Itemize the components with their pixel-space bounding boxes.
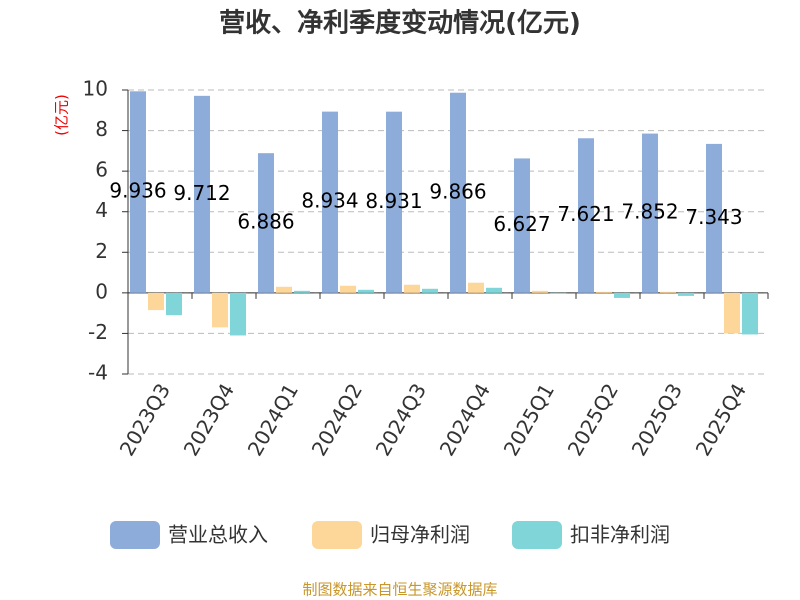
bar bbox=[532, 290, 548, 293]
data-label: 8.934 bbox=[301, 189, 358, 213]
bar bbox=[550, 292, 566, 294]
bar bbox=[678, 292, 694, 296]
y-tick-label: 6 bbox=[95, 158, 108, 182]
bar bbox=[422, 288, 438, 293]
y-tick-label: 2 bbox=[95, 239, 108, 263]
bar bbox=[166, 292, 182, 316]
y-tick-label: 4 bbox=[95, 198, 108, 222]
x-tick-label: 2024Q1 bbox=[243, 379, 303, 460]
y-axis-label: (亿元) bbox=[53, 94, 71, 136]
y-tick-label: -4 bbox=[88, 361, 108, 385]
bar bbox=[706, 143, 722, 293]
bar bbox=[404, 284, 420, 293]
bar bbox=[642, 133, 658, 293]
bar bbox=[130, 91, 146, 293]
bar bbox=[660, 291, 676, 293]
y-tick-label: -2 bbox=[88, 320, 108, 344]
legend-swatch bbox=[312, 521, 362, 549]
bar bbox=[276, 286, 292, 293]
bar bbox=[486, 287, 502, 293]
bar bbox=[596, 291, 612, 293]
x-tick-label: 2025Q4 bbox=[691, 379, 751, 460]
data-label: 6.886 bbox=[237, 210, 294, 234]
bar bbox=[258, 153, 274, 293]
bar bbox=[358, 289, 374, 293]
bar bbox=[450, 92, 466, 293]
x-tick-label: 2023Q3 bbox=[115, 379, 175, 460]
bar bbox=[212, 292, 228, 328]
bar bbox=[230, 292, 246, 336]
chart-title: 营收、净利季度变动情况(亿元) bbox=[219, 8, 581, 39]
data-label: 8.931 bbox=[365, 189, 422, 213]
bar bbox=[148, 292, 164, 311]
bar bbox=[514, 158, 530, 293]
bar bbox=[578, 138, 594, 293]
bar bbox=[294, 290, 310, 293]
bar bbox=[468, 282, 484, 293]
x-tick-label: 2025Q3 bbox=[627, 379, 687, 460]
y-tick-label: 0 bbox=[95, 279, 108, 303]
legend-swatch bbox=[512, 521, 562, 549]
data-label: 6.627 bbox=[493, 212, 550, 236]
y-tick-label: 10 bbox=[83, 77, 108, 101]
legend-label: 扣非净利润 bbox=[570, 523, 670, 547]
source-note: 制图数据来自恒生聚源数据库 bbox=[302, 581, 497, 599]
legend-label: 归母净利润 bbox=[370, 523, 470, 547]
bar bbox=[742, 292, 758, 335]
x-tick-label: 2023Q4 bbox=[179, 379, 239, 460]
bar bbox=[724, 292, 740, 334]
bar bbox=[340, 285, 356, 293]
x-tick-label: 2024Q2 bbox=[307, 379, 367, 460]
legend-swatch bbox=[110, 521, 160, 549]
data-label: 7.621 bbox=[557, 202, 614, 226]
data-label: 9.866 bbox=[429, 179, 486, 203]
bar bbox=[386, 111, 402, 293]
data-label: 7.852 bbox=[621, 200, 678, 224]
bar bbox=[322, 111, 338, 293]
x-tick-label: 2024Q3 bbox=[371, 379, 431, 460]
bar bbox=[614, 292, 630, 298]
data-label: 7.343 bbox=[685, 205, 742, 229]
x-tick-label: 2024Q4 bbox=[435, 379, 495, 460]
bar bbox=[194, 95, 210, 293]
legend-label: 营业总收入 bbox=[168, 523, 268, 547]
x-tick-label: 2025Q2 bbox=[563, 379, 623, 460]
data-label: 9.936 bbox=[109, 179, 166, 203]
x-tick-label: 2025Q1 bbox=[499, 379, 559, 460]
data-label: 9.712 bbox=[173, 181, 230, 205]
y-tick-label: 8 bbox=[95, 117, 108, 141]
